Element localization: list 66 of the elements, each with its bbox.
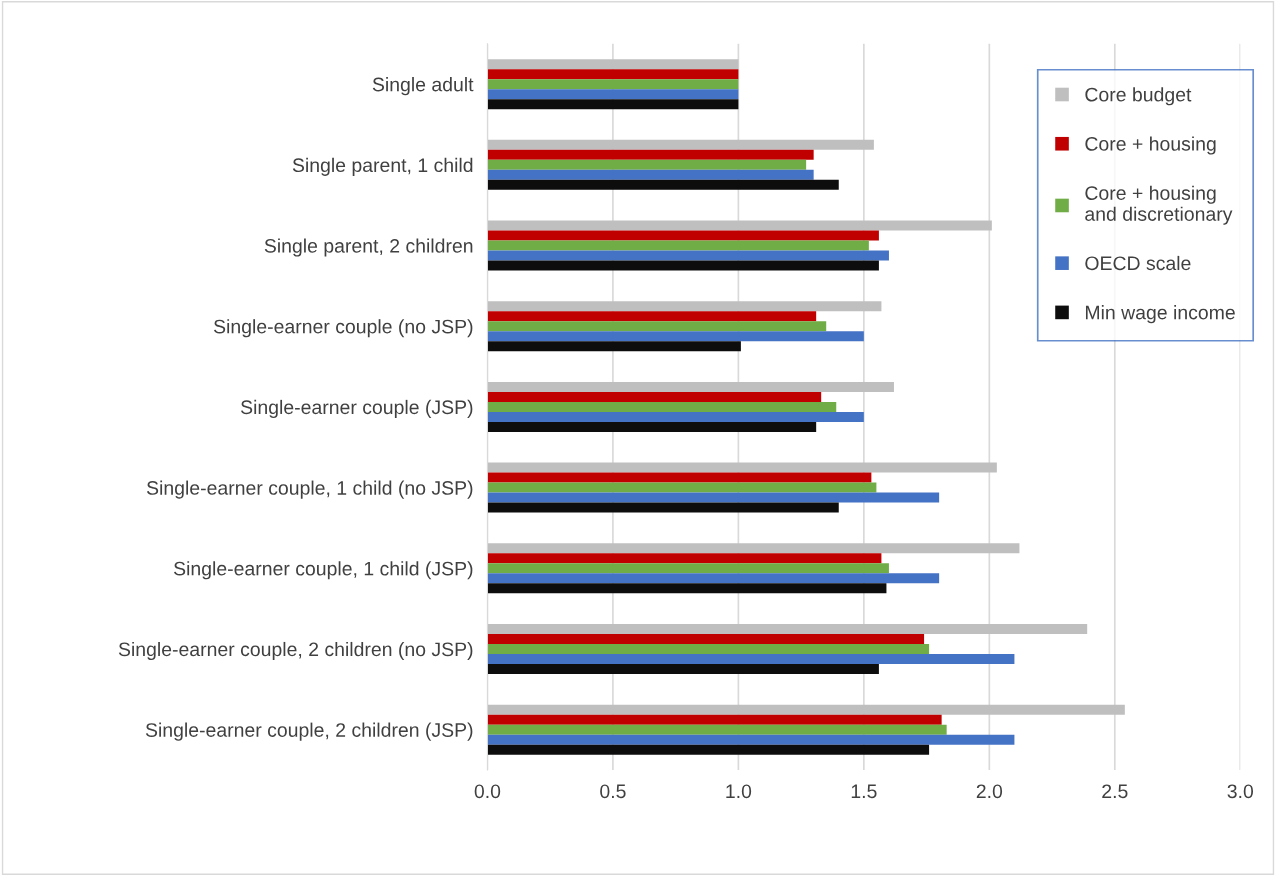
bar (487, 492, 940, 503)
bar (487, 663, 879, 674)
bar (487, 563, 889, 574)
bar (487, 250, 889, 261)
y-tick-label: Single parent, 1 child (292, 157, 473, 176)
x-tick-label: 3.0 (1227, 784, 1254, 799)
bar (487, 149, 814, 160)
bar (487, 79, 739, 90)
bar (487, 311, 817, 322)
bar (487, 321, 827, 332)
bar (487, 472, 872, 483)
y-tick-label: Single-earner couple (JSP) (240, 399, 473, 418)
bar (487, 543, 1020, 554)
x-tick-label: 2.0 (976, 784, 1003, 799)
bar (487, 734, 1015, 745)
bar (487, 391, 822, 402)
y-tick-label: Single parent, 2 children (264, 238, 473, 257)
bar (487, 744, 930, 755)
bar (487, 462, 997, 473)
legend-label: OECD scale (1085, 255, 1191, 271)
bar (487, 240, 869, 251)
bar (487, 704, 1125, 715)
bar (487, 381, 894, 392)
bar (487, 633, 925, 644)
x-tick-label: 0.0 (474, 784, 501, 799)
bar (487, 99, 739, 110)
bar (487, 573, 940, 584)
bar (487, 724, 947, 735)
bar (487, 714, 942, 725)
bar (487, 583, 887, 594)
bar (487, 139, 874, 150)
legend-label: Min wage income (1085, 305, 1235, 324)
bar (487, 331, 864, 342)
x-tick-label: 1.5 (851, 784, 877, 799)
y-tick-label: Single adult (372, 77, 474, 96)
legend-label: Core budget (1085, 87, 1192, 106)
bar (487, 179, 839, 190)
bar (487, 341, 741, 352)
bar (487, 623, 1088, 634)
bar (487, 411, 864, 422)
bar (487, 482, 877, 493)
bar (487, 643, 930, 654)
bar (487, 653, 1015, 664)
y-tick-label: Single-earner couple, 1 child (JSP) (173, 561, 473, 580)
x-tick-label: 1.0 (726, 784, 752, 799)
bar (487, 230, 879, 241)
bar (487, 69, 739, 80)
bar (487, 401, 837, 412)
bar (487, 301, 882, 312)
bar (487, 159, 807, 170)
x-tick-label: 2.5 (1102, 784, 1128, 799)
bar (487, 169, 814, 180)
bar (487, 59, 739, 70)
bar (487, 421, 817, 432)
legend-label: Core + housing (1085, 136, 1216, 155)
y-tick-label: Single-earner couple (no JSP) (213, 319, 473, 338)
y-tick-label: Single-earner couple, 2 children (no JSP) (118, 641, 473, 661)
bar (487, 553, 882, 564)
bar (487, 502, 839, 513)
y-tick-label: Single-earner couple, 1 child (no JSP) (146, 480, 473, 499)
bar (487, 89, 739, 100)
bar (487, 220, 992, 231)
y-tick-label: Single-earner couple, 2 children (JSP) (145, 722, 473, 741)
x-tick-label: 0.5 (600, 784, 626, 799)
legend-label: Core + housing and discretionary (1085, 185, 1233, 225)
bar (487, 260, 879, 271)
